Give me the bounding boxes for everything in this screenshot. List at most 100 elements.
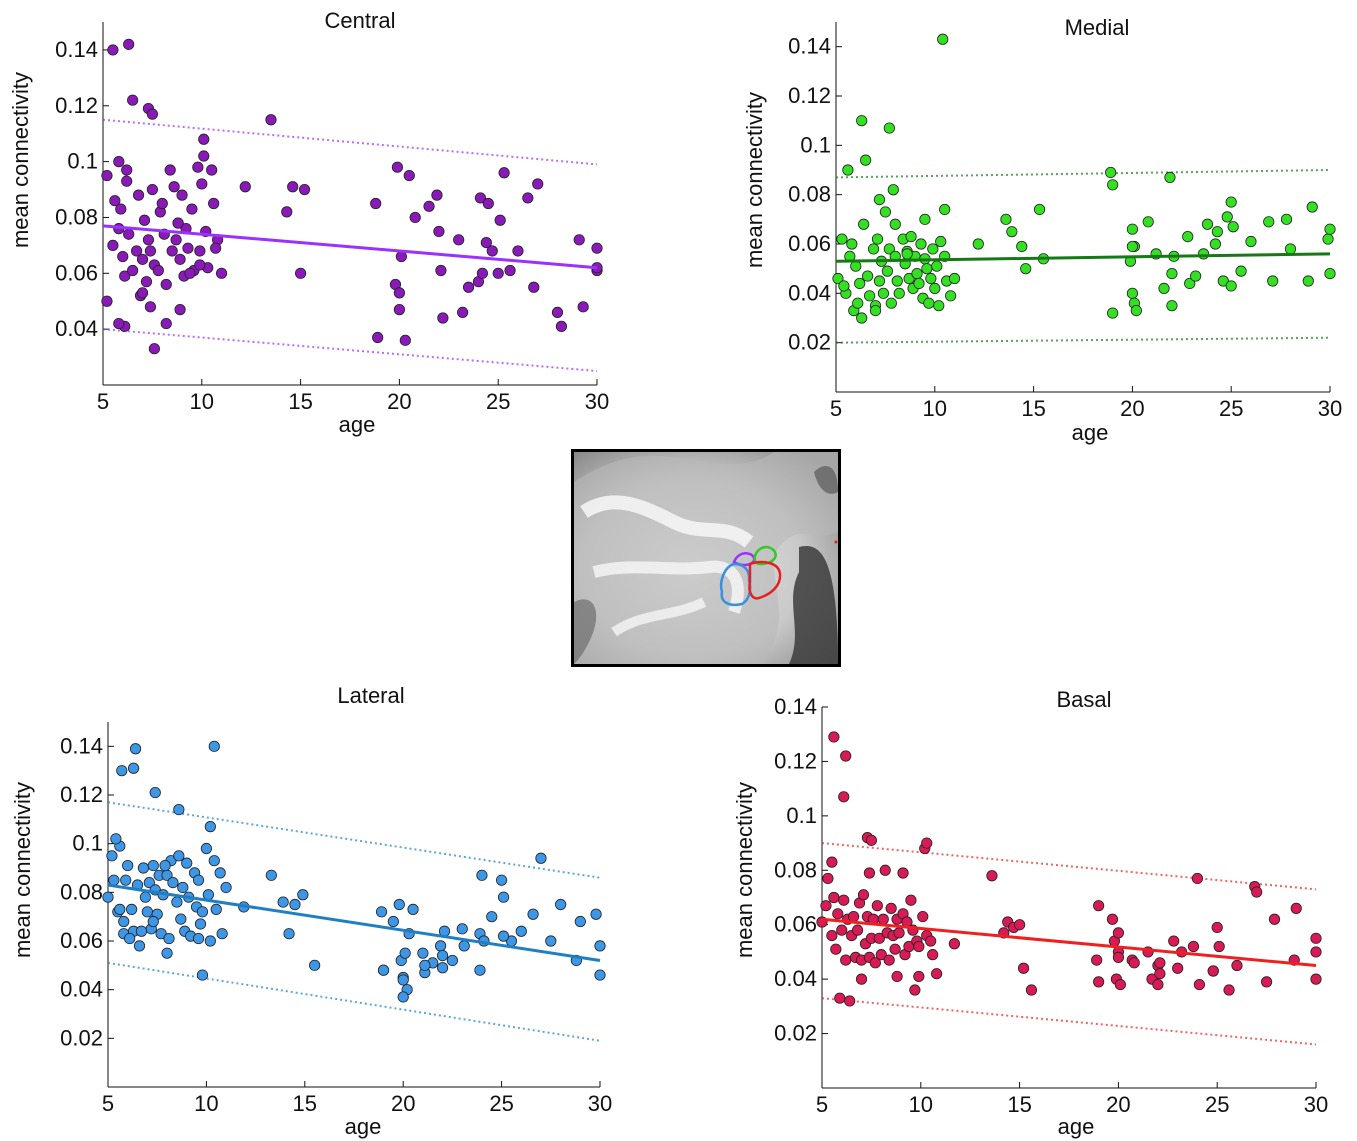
basal-data-point [832,908,844,920]
central-data-point [528,281,540,293]
basal-data-point [877,913,889,925]
basal-data-point [1017,962,1030,974]
medial-data-point [1158,282,1170,294]
lateral-data-point [161,947,173,959]
medial-data-point [1020,263,1032,275]
central-data-point [435,264,447,277]
central-data-point [403,169,415,182]
lateral-data-point [147,859,159,872]
lateral-data-point [545,935,557,947]
medial-data-point [860,154,872,166]
central-data-point [294,267,307,279]
lateral-chart-title: Lateral [337,683,404,708]
medial-fit-line [835,252,1331,263]
basal-data-point [893,927,905,939]
basal-roi-outline [748,560,782,600]
central-data-point [146,183,158,196]
central-data-point [494,214,506,226]
basal-data-point [1207,965,1219,977]
medial-data-point [1126,287,1139,299]
central-data-point [174,253,186,265]
medial-data-point [903,272,915,285]
medial-data-point [1033,203,1046,216]
lateral-data-point [118,915,130,928]
central-data-point [504,264,516,277]
central-data-point [462,281,475,293]
lateral-data-point [108,874,120,886]
lateral-x-tick-label: 15 [293,1091,317,1116]
medial-data-point [1006,226,1018,238]
central-data-point [393,287,405,299]
medial-data-point [854,277,866,290]
medial-data-point [856,312,868,324]
lateral-data-point [289,898,301,911]
medial-y-tick-label: 0.02 [788,330,831,355]
lateral-data-point [555,898,567,911]
central-data-point [127,264,139,277]
lateral-roi-outline [719,562,752,607]
lateral-data-point [387,915,399,928]
central-data-point [431,189,443,201]
medial-data-point [846,238,858,250]
central-data-point [130,245,143,257]
basal-data-point [913,940,925,953]
medial-data-point [856,115,868,127]
lateral-data-point [590,908,602,920]
central-data-point [474,192,487,204]
central-data-point [370,197,382,210]
basal-data-point [1112,927,1125,939]
basal-x-tick-label: 5 [816,1092,828,1117]
central-data-point [399,334,411,346]
medial-data-point [869,304,882,317]
central-data-point [186,203,198,215]
lateral-data-point [208,855,220,867]
lateral-x-tick-label: 10 [194,1091,218,1116]
lateral-data-point [497,930,510,942]
basal-data-point [1013,919,1026,931]
lateral-data-point [407,903,419,915]
central-data-point [437,312,449,324]
medial-data-point [838,280,850,292]
basal-data-point [1261,976,1273,988]
basal-data-point [1112,951,1125,963]
basal-data-point [830,943,842,955]
basal-data-point [857,889,870,901]
basal-data-point [838,894,850,906]
basal-y-tick-label: 0.06 [774,912,817,937]
medial-data-point [921,263,933,275]
basal-data-point [1211,921,1223,934]
medial-data-point [877,287,890,299]
basal-x-tick-label: 30 [1304,1092,1328,1117]
basal-data-point [1187,940,1200,953]
medial-data-point [939,203,951,216]
medial-lower-band [835,336,1331,344]
medial-data-point [1280,213,1293,225]
basal-data-point [1213,940,1225,953]
medial-data-point [1302,275,1314,287]
medial-data-point [889,218,901,230]
lateral-data-point [474,964,486,976]
basal-upper-band [821,842,1317,891]
medial-data-point [842,164,854,176]
medial-data-point [1209,238,1221,250]
basal-data-point [931,968,943,980]
lateral-x-tick-label: 20 [391,1091,415,1116]
medial-data-point [929,282,941,294]
medial-data-point [972,238,984,250]
central-data-point [107,44,119,56]
basal-data-point [885,902,897,914]
medial-data-point [885,297,897,309]
medial-data-point [1211,226,1223,238]
lateral-data-point [594,969,606,981]
lateral-data-point [192,932,205,945]
basal-data-point [1172,962,1184,974]
medial-data-point [919,213,931,225]
medial-data-point [879,206,892,218]
basal-chart-title: Basal [1056,687,1111,712]
basal-data-point [897,867,909,879]
basal-data-point [828,891,840,904]
central-data-point [113,156,125,168]
medial-data-point [1000,213,1012,225]
medial-data-point [858,218,870,230]
lateral-data-point [143,876,155,889]
